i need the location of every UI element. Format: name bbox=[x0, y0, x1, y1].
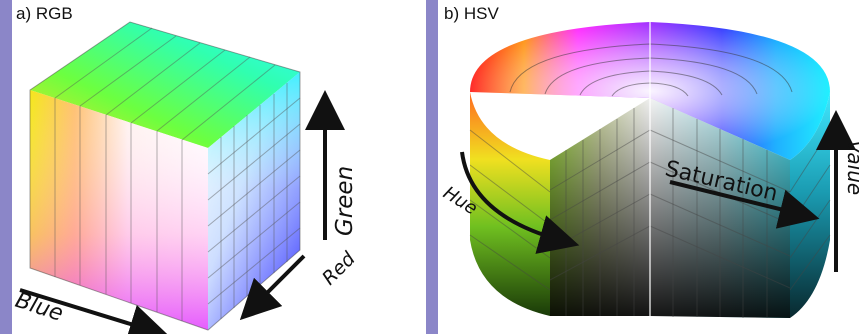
value-axis-label: Value bbox=[843, 140, 859, 195]
rgb-cube bbox=[29, 21, 301, 331]
blue-axis-label: Blue bbox=[12, 288, 66, 327]
saturation-axis-arrow bbox=[669, 180, 820, 229]
cube-top-face bbox=[30, 22, 300, 148]
blue-axis-arrow bbox=[19, 288, 170, 334]
cube-grid bbox=[54, 27, 301, 321]
hsv-cylinder bbox=[469, 22, 831, 318]
cylinder-grid bbox=[469, 108, 831, 318]
red-axis-arrow bbox=[239, 254, 306, 321]
hsv-caption: b) HSV bbox=[444, 4, 499, 23]
green-axis-label: Green bbox=[332, 166, 358, 236]
cylinder-left-side bbox=[470, 92, 550, 316]
rgb-caption: a) RGB bbox=[16, 4, 73, 23]
red-axis-label: Red bbox=[318, 247, 360, 289]
hue-axis-arrow bbox=[460, 151, 580, 254]
